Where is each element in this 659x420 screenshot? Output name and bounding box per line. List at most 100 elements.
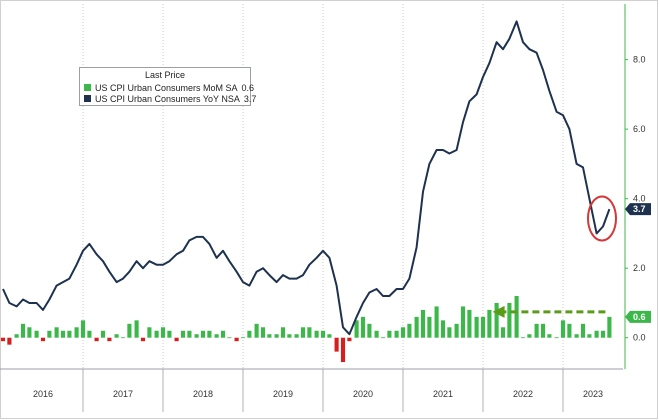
mom-bar	[400, 327, 406, 338]
legend-label-mom: US CPI Urban Consumers MoM SA	[95, 82, 238, 93]
mom-bar	[107, 337, 112, 342]
x-tick-label: 2016	[33, 389, 53, 399]
mom-bar	[527, 334, 532, 338]
mom-bar	[34, 330, 39, 338]
last-value-label: 3.7	[633, 204, 646, 214]
mom-bar	[554, 337, 559, 339]
mom-bar	[47, 330, 52, 338]
mom-bar	[27, 327, 32, 338]
y-tick-label: 4.0	[633, 194, 646, 204]
mom-bar	[207, 330, 212, 338]
mom-bar	[407, 323, 412, 338]
mom-bar	[587, 334, 592, 338]
mom-bar	[120, 337, 126, 339]
mom-bar	[0, 337, 6, 342]
mom-bar	[480, 316, 486, 338]
mom-bar	[127, 323, 132, 338]
mom-bar	[280, 327, 286, 338]
legend-swatch-yoy	[84, 95, 91, 102]
mom-bar	[607, 316, 612, 338]
mom-bar	[494, 302, 499, 338]
mom-bar	[460, 306, 466, 338]
mom-bar	[414, 316, 419, 338]
mom-bar	[387, 330, 392, 338]
mom-bar	[574, 334, 579, 338]
y-tick-label: 8.0	[633, 55, 646, 65]
legend-title: Last Price	[144, 70, 186, 80]
legend-value-mom: 0.6	[241, 82, 255, 93]
mom-bar	[534, 323, 539, 338]
mom-bar	[294, 334, 299, 338]
mom-bar	[87, 330, 92, 338]
mom-bar	[94, 337, 99, 342]
mom-bar	[547, 334, 552, 338]
mom-bar	[80, 320, 86, 338]
mom-bar	[580, 323, 586, 338]
mom-bar	[360, 316, 366, 338]
mom-bar	[7, 337, 12, 345]
mom-bar	[14, 334, 19, 338]
legend: Last Price US CPI Urban Consumers MoM SA…	[79, 67, 256, 106]
mom-bar	[327, 334, 332, 338]
mom-bar	[320, 330, 326, 338]
mom-bar	[540, 323, 546, 338]
mom-bar	[454, 323, 459, 338]
mom-bar	[340, 337, 346, 363]
x-tick-label: 2020	[353, 389, 373, 399]
mom-bar	[147, 327, 152, 338]
mom-bar	[174, 337, 179, 342]
mom-bar	[447, 327, 452, 338]
y-tick-label: 0.0	[633, 333, 646, 343]
mom-bar	[560, 320, 566, 338]
x-tick-label: 2023	[583, 389, 603, 399]
mom-bar	[500, 327, 506, 338]
last-value-tag	[625, 310, 651, 323]
legend-label-yoy: US CPI Urban Consumers YoY NSA	[95, 93, 240, 104]
mom-bar	[374, 330, 379, 338]
mom-bar	[300, 327, 306, 338]
mom-bar	[60, 330, 66, 338]
yoy-line	[2, 20, 611, 336]
mom-bar	[440, 320, 446, 338]
x-tick-label: 2019	[273, 389, 293, 399]
highlight-circle	[587, 195, 617, 242]
mom-bar	[380, 337, 386, 339]
mom-bar	[507, 302, 512, 338]
mom-bar	[307, 327, 312, 338]
mom-bar	[40, 337, 46, 342]
mom-bar	[354, 320, 359, 338]
mom-bar	[467, 309, 472, 338]
x-tick-label: 2017	[113, 389, 133, 399]
legend-entry-mom: US CPI Urban Consumers MoM SA 0.6	[84, 82, 254, 93]
mom-bar	[134, 320, 139, 338]
mom-bar	[334, 337, 339, 352]
x-tick-label: 2022	[513, 389, 533, 399]
mom-bar	[100, 330, 106, 338]
mom-bar	[247, 330, 252, 338]
mom-bar	[200, 330, 206, 338]
mom-bar	[160, 327, 166, 338]
mom-bar	[520, 337, 526, 339]
mom-bar	[487, 309, 492, 338]
mom-bar	[367, 323, 372, 338]
mom-bar	[167, 330, 172, 338]
mom-bar	[240, 337, 246, 339]
mom-bar	[67, 330, 72, 338]
y-tick-label: 2.0	[633, 263, 646, 273]
mom-bar	[180, 330, 186, 338]
mom-bar	[220, 330, 226, 338]
x-tick-label: 2018	[193, 389, 213, 399]
mom-bar	[394, 330, 399, 338]
legend-entry-yoy: US CPI Urban Consumers YoY NSA 3.7	[84, 93, 256, 104]
mom-bar	[600, 330, 606, 338]
mom-bar	[234, 337, 239, 342]
mom-bar	[474, 316, 479, 338]
mom-bar	[20, 323, 26, 338]
mom-bar	[427, 316, 432, 338]
mom-bar	[140, 337, 146, 342]
mom-bar	[274, 334, 279, 338]
mom-bar	[514, 296, 519, 338]
mom-bar	[154, 330, 159, 338]
mom-bar	[314, 330, 319, 338]
last-value-label: 0.6	[633, 312, 646, 322]
